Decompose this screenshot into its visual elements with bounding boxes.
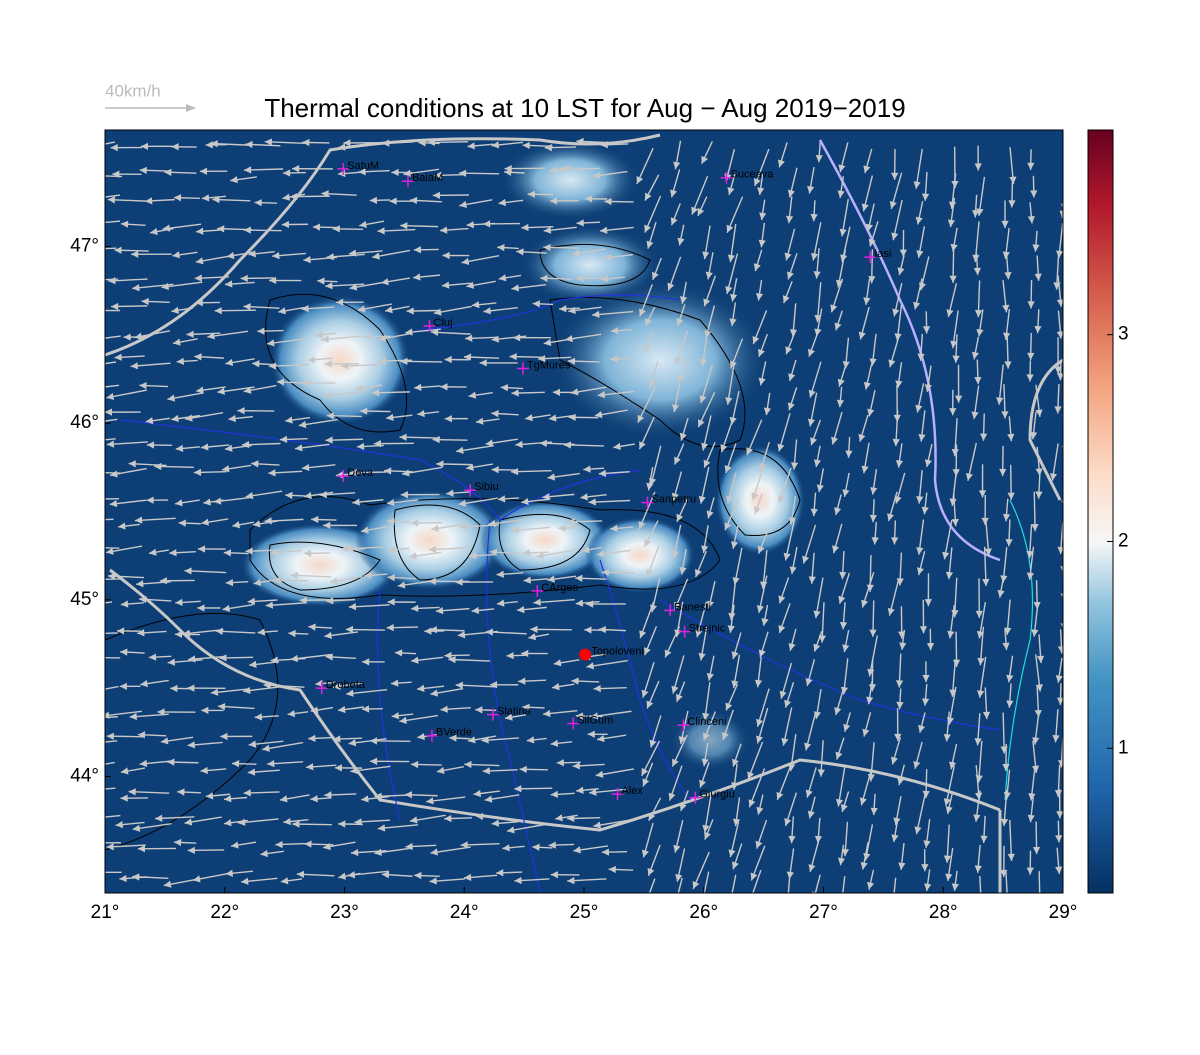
- x-tick-label: 28°: [929, 902, 958, 923]
- wind-arrow-head: [1063, 893, 1070, 900]
- wind-arrow-head: [640, 909, 647, 917]
- wind-arrow-head: [79, 815, 86, 822]
- colorbar: [1088, 130, 1113, 893]
- station-label: SilGum: [577, 714, 613, 726]
- station-label: Banesti: [674, 601, 711, 613]
- wind-arrow: [1063, 871, 1070, 900]
- wind-arrow-head: [92, 714, 99, 721]
- station-label: Iasi: [874, 248, 891, 260]
- wind-arrow-head: [978, 904, 985, 911]
- wind-arrow-head: [1066, 168, 1073, 175]
- station-label: CArges: [541, 582, 578, 594]
- wind-arrow-shaft: [96, 548, 119, 549]
- wind-arrow-head: [670, 910, 677, 918]
- wind-arrow-head: [93, 335, 101, 342]
- station-label: Sanpetru: [651, 494, 696, 506]
- wind-arrow-head: [80, 220, 87, 227]
- station-label: Slatina: [497, 706, 532, 718]
- wind-arrow-shaft: [1064, 175, 1066, 211]
- station-label: Cluj: [434, 317, 453, 329]
- wind-arrow-head: [89, 384, 96, 391]
- colorbar-tick-label: 2: [1118, 530, 1129, 551]
- station-label: Strejnic: [689, 623, 726, 635]
- x-tick-label: 29°: [1049, 902, 1078, 923]
- wind-arrow-head: [83, 740, 90, 747]
- x-tick-label: 24°: [450, 902, 479, 923]
- wind-arrow-head: [89, 277, 96, 284]
- wind-arrow-head: [90, 495, 97, 502]
- wind-arrow-head: [889, 910, 896, 917]
- site-marker: [579, 649, 591, 661]
- wind-arrow-head: [81, 787, 88, 794]
- wind-arrow-head: [89, 516, 96, 523]
- station-label: Sibiu: [474, 481, 498, 493]
- station-label: Giurgiu: [699, 789, 734, 801]
- wind-arrow-shaft: [89, 519, 114, 520]
- wind-arrow-head: [75, 145, 83, 152]
- x-tick-label: 23°: [330, 902, 359, 923]
- station-label: TgMures: [527, 359, 571, 371]
- site-label: Topoloveni: [591, 645, 644, 657]
- station-label: SatuM: [347, 160, 379, 172]
- y-tick-label: 44°: [70, 765, 99, 786]
- map-area: SatuM BaiaM Suceava Iasi Cluj TgMures Deva Sibi…: [75, 130, 1073, 917]
- wind-arrow: [1066, 140, 1073, 175]
- station-label: Alex: [622, 785, 644, 797]
- wind-arrow-shaft: [1063, 549, 1065, 573]
- wind-arrow-head: [93, 630, 100, 637]
- wind-arrow-head: [94, 469, 101, 476]
- colorbar-tick-label: 1: [1118, 737, 1129, 758]
- x-tick-label: 25°: [570, 902, 599, 923]
- station-label: BVerde: [436, 727, 472, 739]
- wind-arrow-shaft: [1064, 499, 1065, 540]
- wind-arrow-shaft: [1066, 871, 1067, 900]
- wind-arrow-head: [837, 909, 844, 917]
- wind-arrow-head: [92, 654, 99, 661]
- wind-arrow-shaft: [1039, 871, 1040, 911]
- wind-arrow-head: [77, 363, 85, 370]
- wind-arrow-head: [96, 869, 103, 876]
- wind-arrow-head: [88, 307, 95, 314]
- wind-arrow-head: [84, 576, 91, 583]
- x-tick-label: 27°: [809, 902, 838, 923]
- station-label: Clinceni: [687, 716, 726, 728]
- wind-arrow-head: [96, 544, 103, 551]
- wind-arrow-head: [1036, 904, 1043, 911]
- wind-arrow-shaft: [90, 499, 119, 500]
- y-tick-label: 46°: [70, 412, 99, 433]
- x-tick-label: 22°: [210, 902, 239, 923]
- x-tick-label: 26°: [689, 902, 718, 923]
- station-label: BaiaM: [412, 172, 443, 184]
- wind-arrow-head: [784, 908, 791, 915]
- wind-arrow-head: [98, 839, 105, 846]
- wind-arrow-head: [747, 899, 754, 907]
- x-tick-label: 21°: [91, 902, 120, 923]
- station-label: Drobeta: [326, 679, 366, 691]
- wind-arrow-shaft: [1064, 601, 1065, 631]
- speed-reference-arrow: [105, 104, 196, 112]
- wind-arrow-head: [1003, 893, 1010, 900]
- wind-arrow-head: [727, 902, 734, 910]
- wind-arrow-head: [98, 686, 106, 693]
- wind-arrow-head: [95, 194, 103, 201]
- map-title: Thermal conditions at 10 LST for Aug − A…: [264, 93, 905, 123]
- y-tick-label: 45°: [70, 589, 99, 610]
- wind-arrow-head: [75, 438, 82, 445]
- station-label: Suceava: [731, 169, 775, 181]
- station-label: Deva: [347, 467, 374, 479]
- wind-arrow-shaft: [1066, 140, 1070, 175]
- speed-reference-label: 40km/h: [105, 81, 161, 100]
- colorbar-tick-label: 3: [1118, 324, 1129, 345]
- wind-arrow-head: [83, 172, 90, 179]
- y-tick-label: 47°: [70, 236, 99, 257]
